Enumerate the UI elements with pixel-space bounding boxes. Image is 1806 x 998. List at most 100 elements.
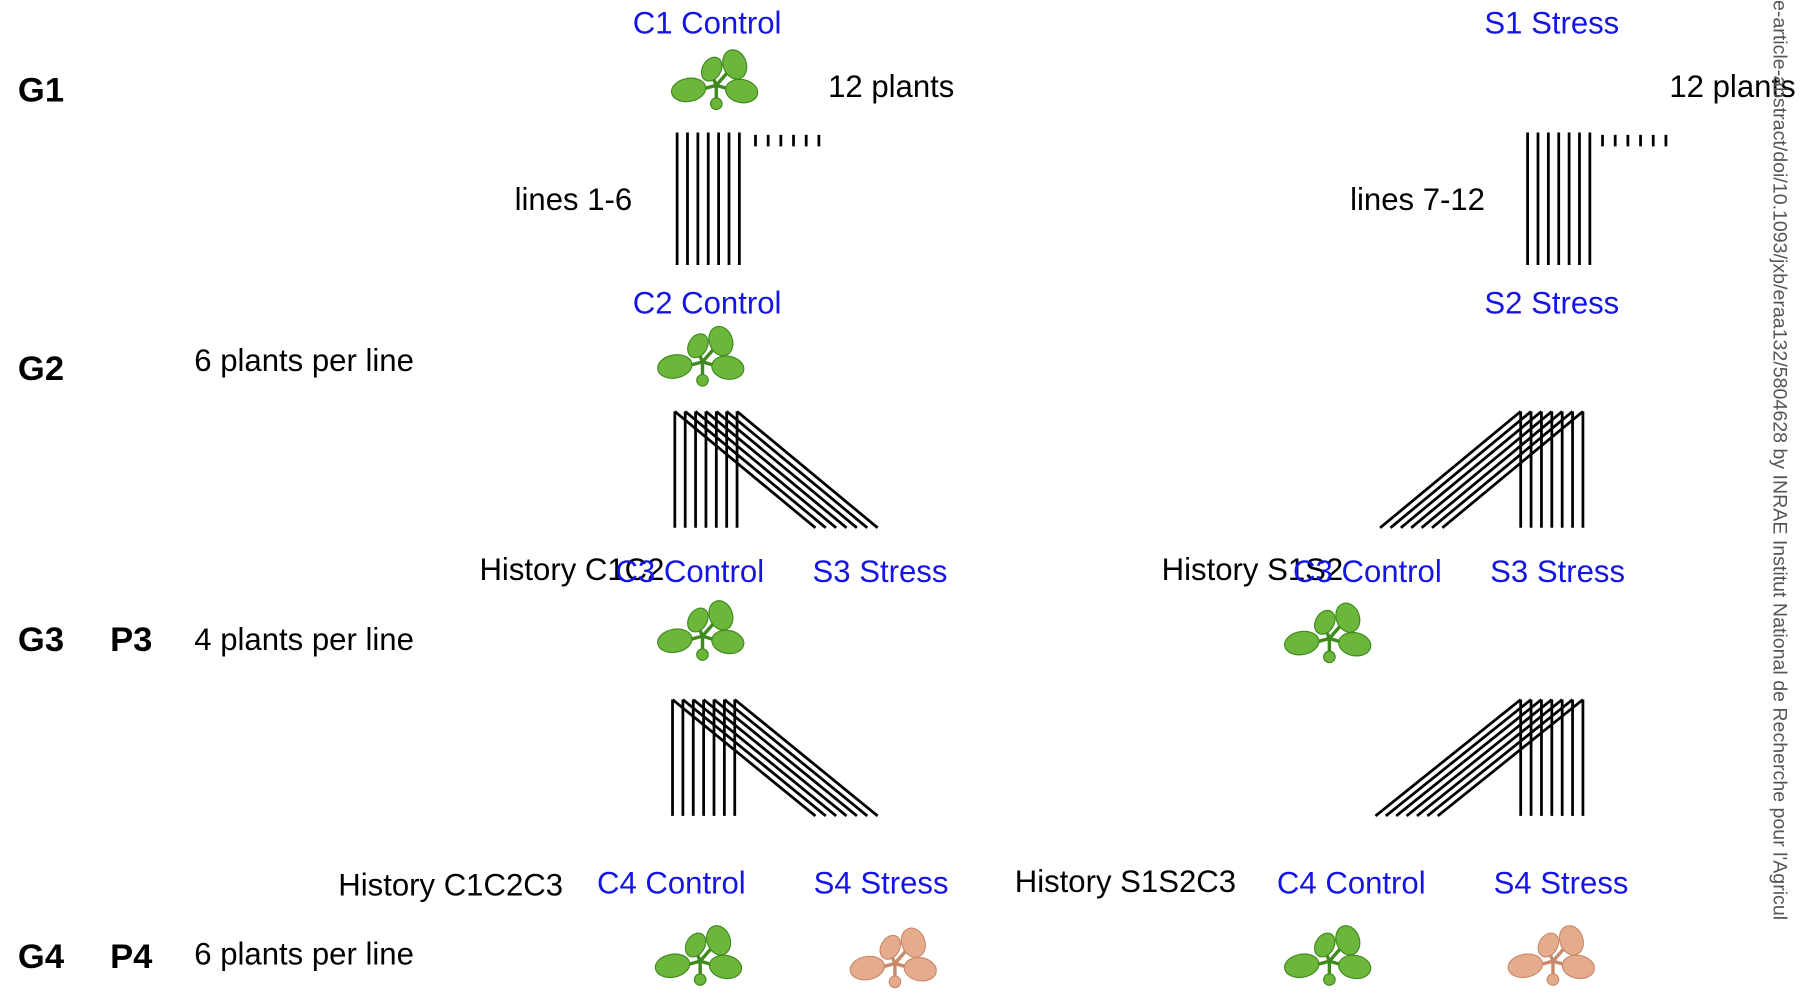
leaf xyxy=(903,956,937,982)
label: lines 1-6 xyxy=(515,182,633,217)
line xyxy=(1426,698,1574,817)
plant xyxy=(1507,925,1595,986)
labels: C1 Control S1 Stress G1 12 plants 12 pla… xyxy=(18,0,1796,976)
label: C4 Control xyxy=(597,865,746,900)
label: C3 Control xyxy=(615,554,764,589)
leaf xyxy=(696,373,709,387)
leaf xyxy=(708,600,734,631)
line xyxy=(702,698,848,817)
leaf xyxy=(708,325,734,357)
leaf xyxy=(1558,925,1584,956)
generation: G2 xyxy=(18,350,64,388)
leaf xyxy=(900,927,926,958)
line xyxy=(671,698,817,817)
label: 6 plants per line xyxy=(194,937,414,972)
watermark: e-article-abstract/doi/10.1093/jxb/eraa1… xyxy=(1769,0,1791,920)
leaf xyxy=(1323,650,1336,664)
label: C2 Control xyxy=(633,286,782,321)
label: C3 Control xyxy=(1293,554,1442,589)
leaf xyxy=(1338,631,1372,657)
leaf xyxy=(696,648,709,661)
line xyxy=(715,410,858,529)
label: S4 Stress xyxy=(814,865,949,900)
plant xyxy=(1284,602,1372,664)
line xyxy=(684,410,827,529)
leaf xyxy=(687,333,709,359)
leaf xyxy=(1314,932,1336,958)
leaf xyxy=(711,355,745,380)
leaf xyxy=(709,97,723,111)
line xyxy=(1399,410,1543,529)
label: S3 Stress xyxy=(813,554,948,589)
label: S2 Stress xyxy=(1484,286,1619,321)
line xyxy=(1436,698,1584,817)
leaf xyxy=(693,973,707,986)
label: 12 plants xyxy=(828,69,954,104)
leaf xyxy=(1323,973,1336,986)
leaf xyxy=(711,629,745,655)
leaf xyxy=(1335,602,1361,633)
leaf xyxy=(708,954,743,980)
generation: G3 xyxy=(18,621,64,659)
label: 6 plants per line xyxy=(194,343,414,378)
plant xyxy=(654,925,743,986)
leaf xyxy=(1284,630,1320,656)
population: P3 xyxy=(110,621,152,659)
label: History S1S2 xyxy=(1162,552,1344,587)
leaf xyxy=(1507,953,1544,979)
line xyxy=(723,698,869,817)
plant xyxy=(670,49,759,111)
leaf xyxy=(1561,954,1595,980)
line xyxy=(1441,410,1584,529)
leaf xyxy=(687,607,709,633)
label: lines 7-12 xyxy=(1350,182,1485,217)
leaf xyxy=(670,77,707,103)
line xyxy=(725,410,869,529)
line xyxy=(736,410,879,529)
line xyxy=(1420,410,1564,529)
line xyxy=(673,410,817,529)
line xyxy=(692,698,838,817)
leaf xyxy=(1284,953,1320,979)
leaf xyxy=(1335,925,1361,956)
line xyxy=(1416,698,1564,817)
leaf xyxy=(722,49,748,80)
line xyxy=(682,698,827,817)
line xyxy=(1389,410,1532,529)
leaf xyxy=(657,354,693,379)
plant xyxy=(1284,925,1372,986)
label: C1 Control xyxy=(633,6,782,41)
label: History C1C2 xyxy=(479,552,664,587)
label: History S1S2C3 xyxy=(1015,864,1236,899)
leaf xyxy=(657,628,693,654)
line xyxy=(705,410,848,529)
plant xyxy=(657,600,745,661)
line xyxy=(713,698,858,817)
leaf xyxy=(849,955,885,981)
leaf xyxy=(654,953,691,979)
label: S4 Stress xyxy=(1494,865,1629,900)
line xyxy=(1374,698,1522,817)
plant xyxy=(849,927,937,989)
leaf xyxy=(888,975,902,989)
line xyxy=(1410,410,1553,529)
leaf xyxy=(1537,932,1560,958)
plant xyxy=(657,325,745,387)
population: P4 xyxy=(110,938,153,976)
generation: G4 xyxy=(18,938,65,976)
line xyxy=(1385,698,1532,817)
leaf xyxy=(1546,973,1560,986)
leaf xyxy=(706,925,732,956)
label: History C1C2C3 xyxy=(338,868,563,903)
label: C4 Control xyxy=(1277,865,1426,900)
leaf xyxy=(879,934,902,960)
line xyxy=(1431,410,1574,529)
leaf xyxy=(684,932,707,958)
leaf xyxy=(1314,609,1336,635)
line xyxy=(694,410,838,529)
label: 12 plants xyxy=(1669,69,1795,104)
label: 4 plants per line xyxy=(194,622,414,657)
label: S1 Stress xyxy=(1484,6,1619,41)
leaf xyxy=(725,78,759,104)
